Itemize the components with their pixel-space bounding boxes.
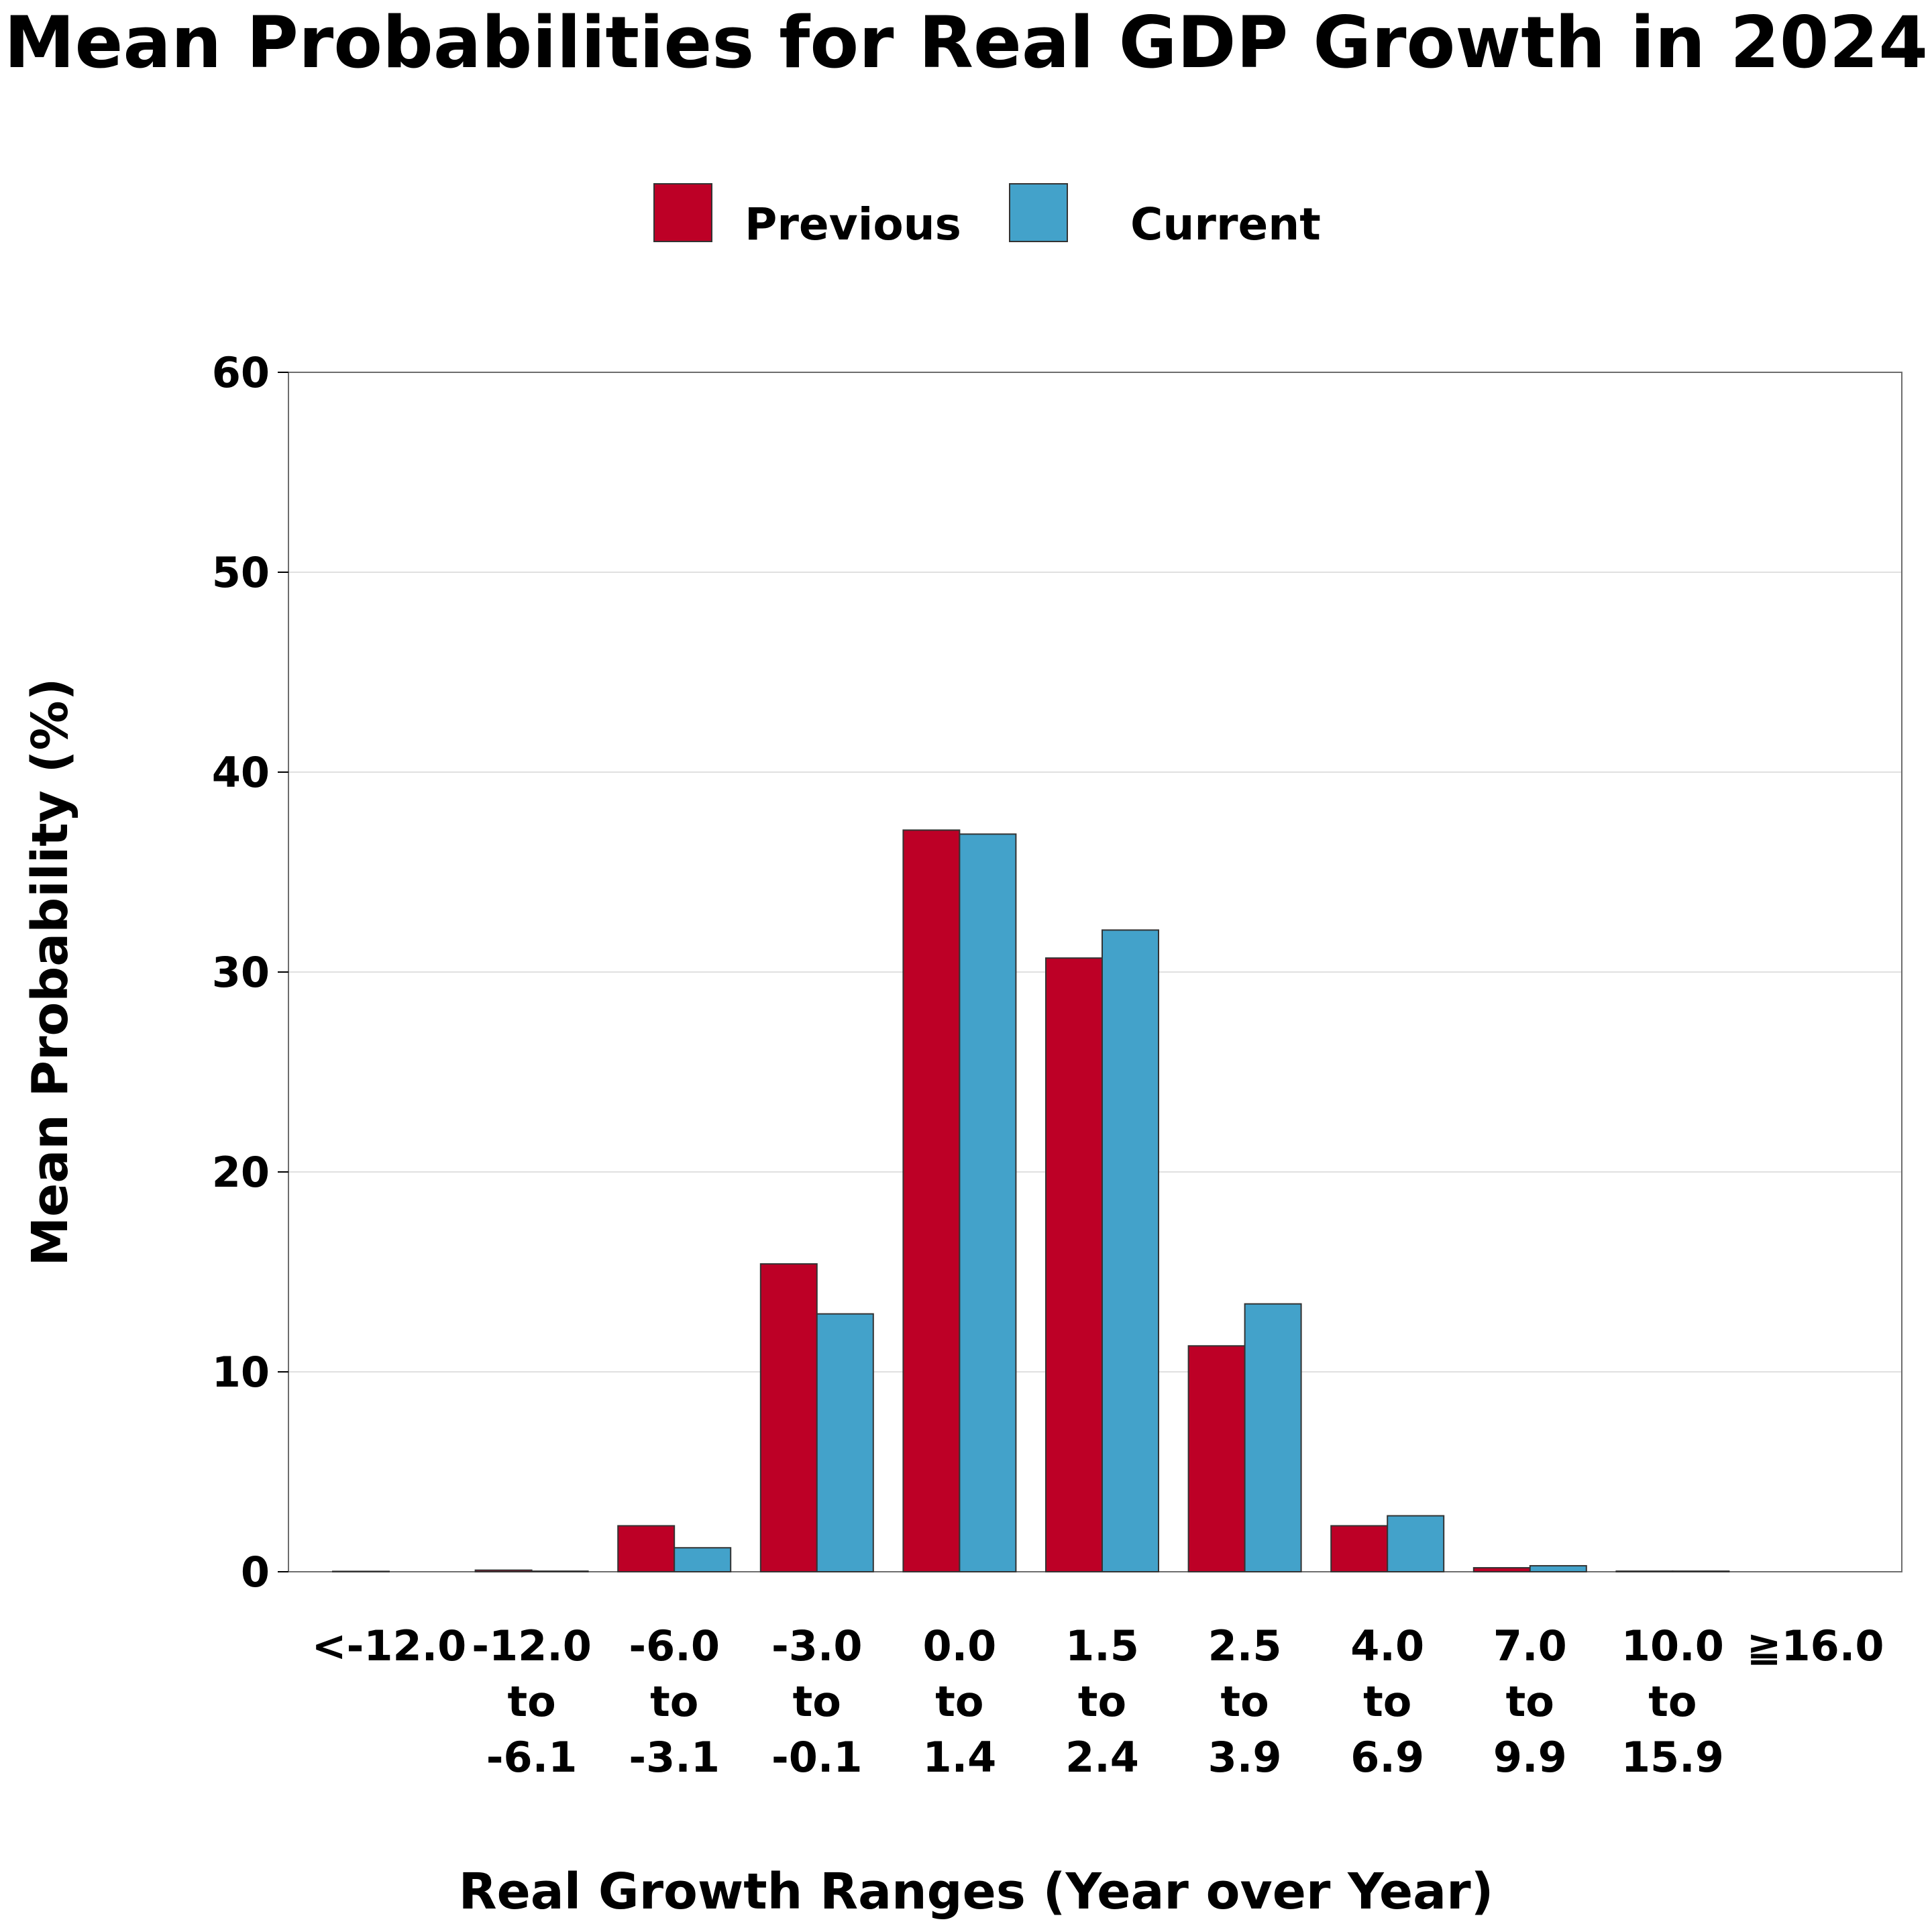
x-tick-label: -6.0 to -3.1 — [629, 1621, 720, 1782]
y-tick-label: 40 — [212, 748, 270, 797]
bar-previous-4 — [902, 829, 961, 1572]
x-tick-label: -3.0 to -0.1 — [771, 1621, 863, 1782]
bar-current-2 — [674, 1547, 732, 1572]
y-axis: 0 10 20 30 40 50 60 — [212, 348, 288, 1597]
bars — [332, 829, 1730, 1573]
bar-current-7 — [1387, 1515, 1445, 1573]
bar-previous-2 — [617, 1525, 676, 1572]
bar-previous-0 — [332, 1570, 390, 1573]
bar-current-6 — [1244, 1303, 1302, 1573]
y-axis-title: Mean Probability (%) — [21, 678, 79, 1267]
bar-current-8 — [1529, 1565, 1587, 1573]
bar-current-4 — [959, 833, 1017, 1572]
y-tick-label: 10 — [212, 1348, 270, 1397]
chart-title: Mean Probabilities for Real GDP Growth i… — [4, 1, 1928, 84]
bar-previous-3 — [759, 1263, 818, 1572]
x-tick-label: <-12.0 — [312, 1621, 467, 1670]
bar-previous-1 — [474, 1569, 533, 1572]
y-tick-label: 50 — [212, 548, 270, 597]
x-tick-label: ≧16.0 — [1747, 1621, 1884, 1670]
y-tick-label: 0 — [241, 1548, 270, 1597]
x-tick-label: 10.0 to 15.9 — [1621, 1621, 1724, 1782]
bar-previous-7 — [1330, 1525, 1389, 1572]
bar-current-5 — [1102, 929, 1159, 1573]
legend-swatch-current — [1009, 183, 1068, 242]
y-tick-label: 30 — [212, 948, 270, 997]
bar-previous-5 — [1045, 957, 1103, 1572]
bar-current-3 — [816, 1313, 874, 1572]
y-tick-label: 60 — [212, 348, 270, 397]
bar-previous-9 — [1615, 1570, 1674, 1572]
x-tick-label: 4.0 to 6.9 — [1350, 1621, 1424, 1782]
legend-label-previous: Previous — [745, 199, 961, 250]
bar-previous-8 — [1472, 1567, 1531, 1573]
x-tick-label: 1.5 to 2.4 — [1065, 1621, 1139, 1782]
bar-current-1 — [531, 1570, 589, 1572]
x-axis: <-12.0 -12.0 to -6.1 -6.0 to -3.1 -3.0 to -0.1 0.0… — [312, 1621, 1884, 1782]
x-tick-label: 2.5 to 3.9 — [1208, 1621, 1282, 1782]
x-tick-label: 7.0 to 9.9 — [1493, 1621, 1567, 1782]
bar-current-9 — [1672, 1570, 1730, 1572]
legend-label-current: Current — [1130, 199, 1321, 250]
x-axis-title: Real Growth Ranges (Year over Year) — [459, 1863, 1494, 1921]
bar-previous-6 — [1187, 1345, 1246, 1572]
legend-swatch-previous — [653, 183, 712, 242]
x-tick-label: 0.0 to 1.4 — [922, 1621, 996, 1782]
x-tick-label: -12.0 to -6.1 — [472, 1621, 592, 1782]
legend: Previous Current — [653, 183, 1321, 250]
y-tick-label: 20 — [212, 1148, 270, 1197]
